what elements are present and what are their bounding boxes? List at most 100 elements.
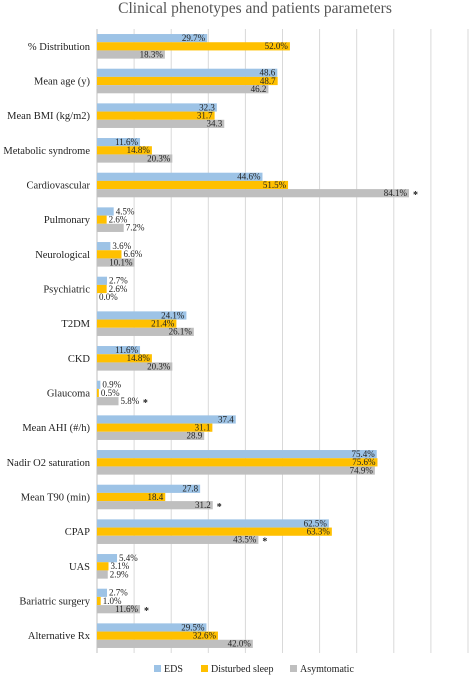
value-labels: 29.7% 52.0% 18.3% 48.648.746.2 32.331.734.3 1… (99, 33, 408, 649)
bar (97, 466, 375, 475)
data-label: 14.8% (127, 353, 151, 363)
data-label: 2.9% (110, 569, 129, 579)
data-label: 0.9% (102, 380, 121, 390)
data-label: 18.3% (140, 49, 164, 59)
data-label: 63.3% (307, 526, 331, 536)
bar (97, 380, 101, 389)
bar (97, 562, 109, 571)
bar (97, 501, 213, 510)
data-label: 2.7% (109, 276, 128, 286)
data-label: 31.7 (197, 110, 213, 120)
bar (97, 458, 378, 467)
bar (97, 242, 111, 251)
bar (97, 639, 253, 648)
data-label: 48.7 (260, 76, 276, 86)
data-label: 1.0% (103, 596, 122, 606)
significance-asterisk: * (143, 398, 148, 409)
category-label: Cardiovascular (26, 181, 90, 192)
bar (97, 631, 218, 640)
data-label: 51.5% (263, 180, 287, 190)
category-label: Alternative Rx (28, 631, 91, 642)
bar (97, 276, 108, 285)
data-label: 31.1 (195, 422, 211, 432)
category-label: Mean BMI (kg/m2) (7, 111, 90, 122)
category-label: Mean T90 (min) (21, 493, 91, 504)
data-label: 74.9% (350, 465, 374, 475)
data-label: 29.7% (182, 33, 206, 43)
data-label: 42.0% (228, 639, 252, 649)
significance-asterisk: * (413, 190, 418, 201)
category-label: T2DM (61, 319, 90, 330)
bar (97, 492, 166, 502)
bar (97, 431, 205, 440)
data-label: 29.5% (181, 622, 205, 632)
data-label: 0.5% (101, 388, 120, 398)
significance-asterisk: * (144, 606, 149, 617)
bar (97, 119, 225, 128)
category-labels: % Distribution Mean age (y) Mean BMI (kg/m… (3, 42, 90, 642)
category-label: CPAP (65, 527, 90, 538)
category-label: Pulmonary (44, 215, 91, 226)
data-label: 11.6% (115, 604, 138, 614)
bar (97, 103, 217, 112)
data-label: 24.1% (161, 310, 185, 320)
bar (97, 215, 107, 224)
data-label: 2.6% (109, 284, 128, 294)
bar (97, 527, 332, 536)
data-label: 5.4% (119, 553, 138, 563)
data-label: 21.4% (151, 318, 175, 328)
category-label: Metabolic syndrome (3, 146, 90, 157)
data-label: 3.6% (112, 241, 131, 251)
bar (97, 50, 165, 59)
bar (97, 362, 173, 371)
data-label: 84.1% (384, 188, 408, 198)
bar (97, 596, 101, 606)
bar (97, 623, 207, 632)
bar (97, 519, 329, 528)
bar (97, 250, 122, 259)
category-label: Neurological (35, 250, 90, 261)
data-label: 11.6% (115, 345, 138, 355)
legend-label: Disturbed sleep (211, 664, 274, 675)
bar (97, 605, 141, 614)
bar (97, 68, 278, 77)
data-label: 7.2% (126, 223, 145, 233)
category-label: CKD (68, 354, 91, 365)
data-label: 34.3 (207, 119, 223, 129)
bar (97, 346, 141, 355)
data-label: 0.0% (99, 292, 118, 302)
data-label: 27.8 (182, 484, 198, 494)
data-label: 10.1% (109, 257, 133, 267)
bar (97, 180, 289, 190)
bar (97, 258, 135, 267)
bar (97, 415, 236, 424)
data-label: 62.5% (304, 518, 328, 528)
bar (97, 327, 194, 336)
category-label: Glaucoma (47, 389, 90, 400)
data-label: 46.2 (251, 84, 267, 94)
bar (97, 570, 108, 579)
legend-label: Asymtomatic (300, 664, 354, 675)
bars (97, 34, 410, 648)
significance-asterisk: * (262, 536, 267, 547)
data-label: 32.3 (199, 102, 215, 112)
bar (97, 111, 215, 120)
data-label: 5.8% (121, 396, 140, 406)
bar (97, 85, 269, 94)
legend-swatch (290, 665, 297, 672)
bar (97, 42, 290, 51)
data-label: 48.6 (260, 68, 276, 78)
bar (97, 172, 263, 181)
bar (97, 207, 114, 216)
legend: EDS Disturbed sleep Asymtomatic (154, 664, 354, 675)
bar (97, 154, 173, 163)
category-label: UAS (69, 562, 90, 573)
bar (97, 354, 152, 363)
bar (97, 535, 259, 544)
bar (97, 76, 278, 86)
data-label: 2.6% (109, 214, 128, 224)
data-label: 37.4 (218, 414, 234, 424)
bar (97, 450, 377, 459)
data-label: 18.4 (148, 492, 164, 502)
chart-title: Clinical phenotypes and patients paramet… (118, 0, 392, 17)
